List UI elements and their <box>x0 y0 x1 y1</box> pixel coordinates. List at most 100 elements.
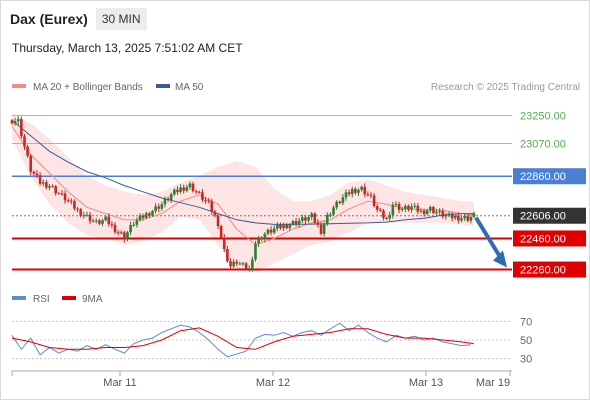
candle-body <box>48 186 51 188</box>
forecast-arrow-head <box>493 250 507 268</box>
candle-body <box>257 238 260 244</box>
candle-body <box>385 217 388 219</box>
candle-body <box>444 215 448 217</box>
rsi-tick-50: 50 <box>520 335 532 347</box>
candle-body <box>51 186 54 188</box>
candle-body <box>391 204 395 216</box>
level-badge-22260.00 <box>513 261 586 278</box>
rsi-tick-70: 70 <box>520 316 532 328</box>
candle-body <box>435 212 438 213</box>
candle-body <box>301 217 304 221</box>
candle-body <box>388 215 392 219</box>
candle-body <box>422 210 426 215</box>
candle-body <box>94 220 98 222</box>
candle-body <box>447 213 451 216</box>
candle-body <box>325 214 329 225</box>
x-axis-label-mar-12: Mar 12 <box>256 377 290 389</box>
candle-body <box>113 224 117 233</box>
candle-body <box>123 232 126 240</box>
candle-body <box>213 211 217 216</box>
candle-body <box>438 211 441 213</box>
ma20-legend-label: MA 20 + Bollinger Bands <box>33 82 143 93</box>
candle-body <box>188 183 192 188</box>
level-label-23070.00: 23070.00 <box>520 139 566 151</box>
candle-body <box>441 211 445 217</box>
candle-body <box>413 205 416 207</box>
candle-body <box>291 221 295 225</box>
candle-body <box>276 224 279 229</box>
candle-body <box>297 220 301 225</box>
rsi-ma-line <box>11 327 475 350</box>
candle-body <box>279 224 282 229</box>
candle-body <box>219 226 223 238</box>
candle-body <box>63 193 67 201</box>
level-label-22606.00: 22606.00 <box>520 211 566 223</box>
candle-body <box>369 194 373 196</box>
candle-body <box>132 224 136 226</box>
level-label-22260.00: 22260.00 <box>520 265 566 277</box>
candle-body <box>285 224 289 229</box>
candle-body <box>288 224 292 229</box>
candle-body <box>360 186 363 190</box>
candle-body <box>266 229 270 234</box>
candle-body <box>372 195 376 207</box>
candle-body <box>60 193 64 195</box>
candle-body <box>104 216 107 221</box>
candle-body <box>160 204 164 209</box>
price-levels: 23250.00 23070.00 22860.00 22606.00 22460.00… <box>12 111 586 278</box>
candle-body <box>13 121 17 124</box>
level-badge-22460.00 <box>513 230 586 247</box>
timestamp: Thursday, March 13, 2025 7:51:02 AM CET <box>12 41 243 55</box>
x-axis-label-mar-13: Mar 13 <box>409 377 443 389</box>
candle-body <box>425 210 429 215</box>
interval-badge[interactable]: 30 MIN <box>95 8 147 30</box>
candle-body <box>129 225 132 233</box>
rsi-legend-label: RSI <box>33 294 50 305</box>
rsi-panel: 70 50 30 <box>11 316 532 366</box>
candle-body <box>463 216 466 219</box>
candle-body <box>157 206 161 209</box>
candle-body <box>307 217 310 221</box>
candle-body <box>54 186 58 194</box>
candle-body <box>232 261 235 267</box>
candle-body <box>400 208 404 210</box>
instrument-title: Dax (Eurex) <box>10 11 88 27</box>
forecast-arrow-shaft <box>474 216 503 260</box>
candle-body <box>41 182 45 184</box>
candle-body <box>201 192 204 200</box>
candle-body <box>45 182 48 188</box>
candle-body <box>410 206 413 210</box>
candle-body <box>20 119 23 137</box>
copyright-label: Research © 2025 Trading Central <box>431 82 580 93</box>
rsi-tick-30: 30 <box>520 354 532 366</box>
candle-body <box>332 207 335 215</box>
candle-body <box>344 192 348 198</box>
candle-body <box>138 215 142 221</box>
candle-body <box>247 268 251 270</box>
candle-body <box>357 189 360 193</box>
ma50-legend-label: MA 50 <box>175 82 204 93</box>
candle-body <box>216 215 220 226</box>
candle-body <box>366 194 370 196</box>
forecast-arrow <box>474 216 507 268</box>
candle-body <box>304 217 307 221</box>
rsi-ma-legend-label: 9MA <box>82 294 103 305</box>
candle-body <box>185 187 189 191</box>
candle-body <box>207 200 210 202</box>
candle-body <box>313 213 317 223</box>
candle-body <box>241 263 245 265</box>
candle-body <box>116 232 120 234</box>
level-label-22460.00: 22460.00 <box>520 233 566 245</box>
candle-body <box>382 210 385 218</box>
candle-body <box>354 188 357 193</box>
candle-body <box>197 191 201 193</box>
level-label-23250.00: 23250.00 <box>520 111 566 123</box>
candle-body <box>350 188 354 195</box>
candle-body <box>310 213 313 218</box>
candle-body <box>341 197 345 203</box>
ma20-legend-swatch <box>12 84 26 88</box>
candle-body <box>163 198 167 205</box>
candle-body <box>347 192 351 195</box>
candle-body <box>191 183 195 192</box>
